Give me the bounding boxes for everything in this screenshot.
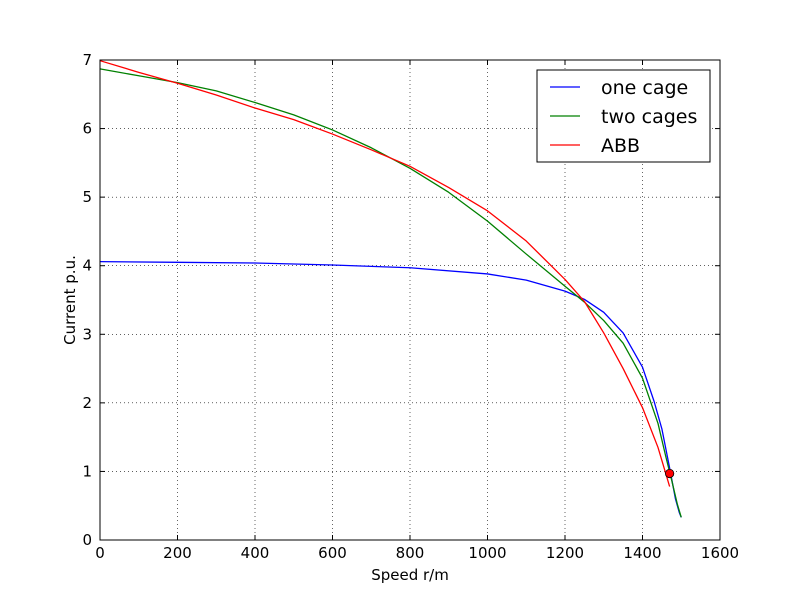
y-tick-label: 0	[82, 531, 92, 549]
legend-label-two-cages: two cages	[601, 106, 697, 128]
y-tick-label: 3	[82, 325, 92, 343]
x-tick-label: 600	[318, 544, 347, 562]
y-tick-label: 2	[82, 394, 92, 412]
y-axis-label: Current p.u.	[61, 255, 79, 345]
x-tick-label: 1400	[623, 544, 661, 562]
ticks: 0 200 400 600 800 1000 1200 1400 1600 0 1 2 3 4 5 6 7	[82, 51, 739, 562]
y-tick-label: 4	[82, 257, 92, 275]
x-tick-label: 1600	[701, 544, 739, 562]
markers	[665, 468, 675, 479]
legend-label-abb: ABB	[601, 135, 640, 157]
operating-point-marker	[665, 468, 675, 479]
legend-label-one-cage: one cage	[601, 77, 688, 99]
x-tick-label: 200	[163, 544, 192, 562]
x-tick-label: 1000	[468, 544, 506, 562]
x-tick-label: 800	[396, 544, 425, 562]
y-tick-label: 7	[82, 51, 92, 69]
series-line-abb	[99, 60, 671, 487]
x-tick-label: 400	[241, 544, 270, 562]
x-tick-label: 1200	[546, 544, 584, 562]
series-line-two-cages	[99, 68, 682, 518]
legend: one cage two cages ABB	[536, 69, 711, 163]
y-tick-label: 6	[82, 120, 92, 138]
y-tick-label: 1	[82, 462, 92, 480]
y-tick-label: 5	[82, 188, 92, 206]
x-axis-label: Speed r/m	[371, 566, 449, 584]
x-tick-label: 0	[95, 544, 105, 562]
